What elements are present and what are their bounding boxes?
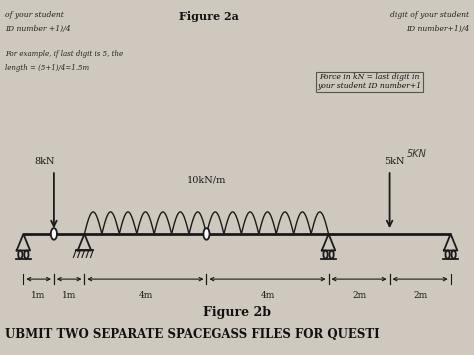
Text: 8kN: 8kN	[35, 157, 55, 165]
Text: For example, if last digit is 5, the: For example, if last digit is 5, the	[5, 50, 123, 58]
Text: 10kN/m: 10kN/m	[187, 176, 226, 185]
Text: ID number +1)/4: ID number +1)/4	[5, 25, 70, 33]
Text: of your student: of your student	[5, 11, 64, 19]
Text: digit of your student: digit of your student	[390, 11, 469, 19]
Circle shape	[203, 228, 210, 240]
Text: UBMIT TWO SEPARATE SPACEGASS FILES FOR QUESTI: UBMIT TWO SEPARATE SPACEGASS FILES FOR Q…	[5, 328, 379, 341]
Text: 2m: 2m	[352, 291, 366, 300]
Text: 5KN: 5KN	[406, 149, 426, 159]
Text: 4m: 4m	[260, 291, 275, 300]
Text: 5kN: 5kN	[384, 157, 404, 165]
Text: Figure 2b: Figure 2b	[203, 306, 271, 319]
Text: 2m: 2m	[413, 291, 427, 300]
Text: 4m: 4m	[138, 291, 153, 300]
Circle shape	[51, 228, 57, 240]
Text: Force in kN = last digit in
your student ID number+1: Force in kN = last digit in your student…	[318, 73, 422, 90]
Text: ID number+1)/4: ID number+1)/4	[406, 25, 469, 33]
Text: Figure 2a: Figure 2a	[179, 11, 238, 22]
Text: 1m: 1m	[31, 291, 46, 300]
Text: 1m: 1m	[62, 291, 76, 300]
Text: length = (5+1)/4=1.5m: length = (5+1)/4=1.5m	[5, 64, 89, 72]
